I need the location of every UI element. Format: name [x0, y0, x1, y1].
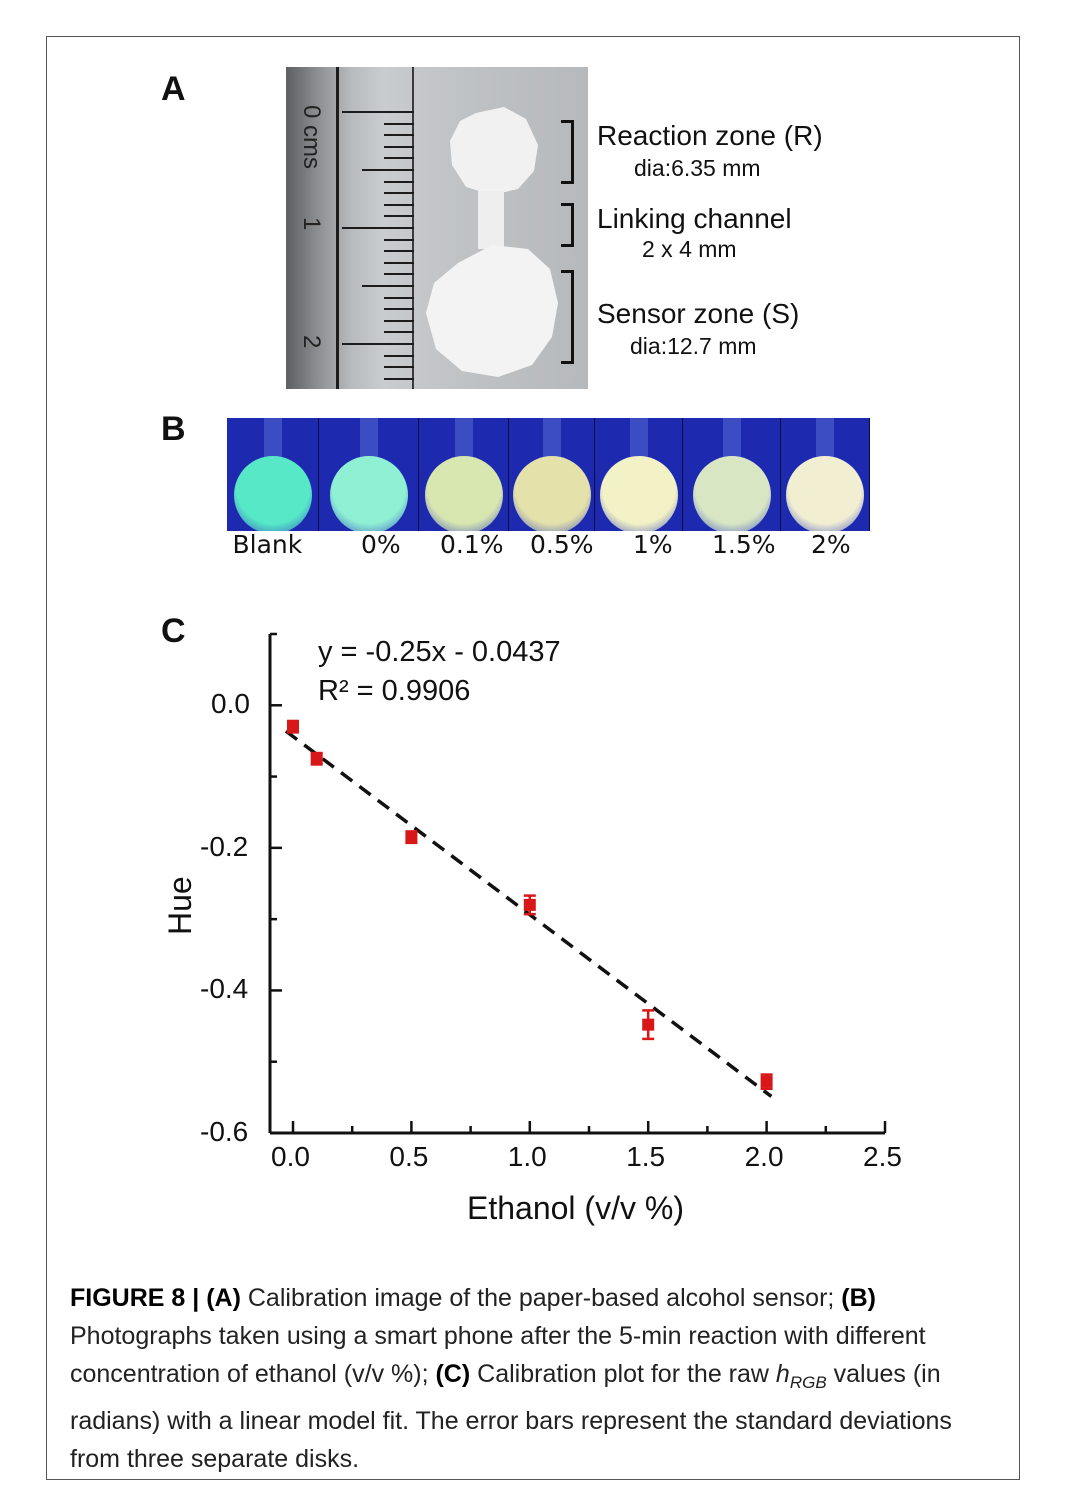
ruler-tick	[384, 296, 414, 299]
ruler-tick	[384, 366, 414, 369]
sample-label: 0.5%	[530, 530, 594, 559]
sample-channel	[454, 418, 473, 466]
ruler-tick	[384, 192, 414, 195]
ruler-edge	[336, 67, 339, 389]
x-tick-label: 2.0	[744, 1141, 784, 1172]
ruler-tick	[384, 308, 414, 311]
bracket-sensor	[561, 270, 574, 364]
sample-disk	[330, 456, 408, 531]
sample-channel	[816, 418, 835, 466]
ruler-tick	[362, 169, 414, 171]
caption-part-a-text: Calibration image of the paper-based alc…	[247, 1284, 835, 1312]
ruler-tick	[342, 111, 414, 113]
sample-channel	[723, 418, 742, 466]
caption-symbol-sub: RGB	[789, 1373, 827, 1392]
ruler-tick	[384, 377, 414, 380]
ruler-tick	[384, 215, 414, 218]
sample-label: 1.5%	[712, 530, 776, 559]
sample-cell	[227, 418, 319, 531]
panel-label-c: C	[161, 612, 186, 650]
x-tick-label: 2.5	[863, 1141, 902, 1172]
paper-device	[426, 107, 558, 377]
y-tick-label: -0.6	[200, 1116, 249, 1147]
ruler-tick	[342, 343, 414, 345]
sample-label: Blank	[232, 530, 303, 559]
figure-frame	[46, 36, 1020, 1480]
ruler-tick	[384, 203, 414, 206]
x-tick-label: 0.0	[271, 1141, 310, 1172]
sensor-zone-disk	[426, 245, 558, 377]
ruler-tick	[384, 157, 414, 160]
ruler-tick	[362, 285, 414, 287]
x-axis-title: Ethanol (v/v %)	[467, 1190, 684, 1226]
sample-channel	[629, 418, 648, 466]
photo-strip	[227, 418, 870, 531]
sample-cell	[683, 418, 781, 531]
sample-label: 2%	[811, 530, 851, 559]
ruler-tick	[384, 134, 414, 137]
caption-part-b-label: (B)	[841, 1284, 877, 1312]
sample-label: 0.1%	[440, 530, 504, 559]
zone-detail-linking: 2 x 4 mm	[642, 236, 737, 262]
caption-part-b-text: Photographs taken using a smart phone af…	[70, 1322, 926, 1388]
ruler-tick	[384, 145, 414, 148]
reaction-zone-disk	[450, 107, 538, 195]
caption-part-c-text-1: Calibration plot for the raw	[477, 1360, 769, 1388]
sample-disk	[424, 456, 503, 531]
caption-symbol-h: h	[775, 1360, 790, 1388]
zone-label-linking: Linking channel	[597, 203, 792, 234]
ruler-tick	[384, 273, 414, 276]
sample-channel	[264, 418, 282, 466]
sample-label: 0%	[361, 530, 401, 559]
ruler-tick	[384, 250, 414, 253]
caption-figure-label: FIGURE 8 |	[70, 1284, 200, 1312]
panel-label-b: B	[161, 410, 186, 448]
ruler-tick	[384, 180, 414, 183]
ruler-tick	[342, 227, 414, 229]
sample-cell	[781, 418, 870, 531]
zone-detail-reaction: dia:6.35 mm	[634, 155, 761, 181]
ruler-tick	[384, 122, 414, 125]
sample-cell	[509, 418, 595, 531]
ruler-tick	[384, 319, 414, 322]
sample-channel	[542, 418, 561, 466]
fit-equation: y = -0.25x - 0.0437	[318, 636, 561, 668]
sample-channel	[360, 418, 378, 466]
x-tick-label: 1.0	[507, 1141, 547, 1172]
r-squared: R² = 0.9906	[318, 675, 471, 707]
sample-cell	[595, 418, 684, 531]
sample-disk	[234, 456, 312, 531]
zone-label-reaction: Reaction zone (R)	[597, 120, 823, 151]
caption-part-c-text-2: values (in radians) with a linear model …	[70, 1360, 952, 1473]
linking-channel	[478, 191, 504, 249]
y-axis-title: Hue	[162, 876, 198, 935]
y-tick-label: -0.4	[200, 973, 249, 1005]
ruler-tick	[384, 354, 414, 357]
ruler-tick	[384, 331, 414, 334]
ruler-tick	[384, 238, 414, 241]
x-tick-label: 1.5	[626, 1141, 666, 1172]
sample-label: 1%	[633, 530, 673, 559]
sample-cell	[319, 418, 419, 531]
y-tick-label: 0.0	[211, 688, 250, 720]
ruler-tick	[384, 261, 414, 264]
caption-part-c-label: (C)	[435, 1360, 471, 1388]
y-tick-label: -0.2	[200, 830, 249, 862]
panel-label-a: A	[161, 70, 186, 108]
sample-cell	[419, 418, 509, 531]
figure-caption: FIGURE 8 | (A) Calibration image of the …	[70, 1279, 990, 1478]
sensor-photo: 0 cms 1 2	[286, 67, 588, 389]
bracket-linking	[561, 203, 574, 247]
zone-label-sensor: Sensor zone (S)	[597, 298, 800, 329]
zone-detail-sensor: dia:12.7 mm	[630, 333, 757, 359]
caption-part-a-label: (A)	[206, 1284, 241, 1312]
sample-disk	[599, 456, 678, 531]
sample-disk	[512, 456, 591, 531]
sample-disk	[786, 456, 865, 531]
bracket-reaction	[561, 120, 574, 184]
x-tick-label: 0.5	[389, 1141, 429, 1172]
sample-disk	[693, 456, 772, 531]
